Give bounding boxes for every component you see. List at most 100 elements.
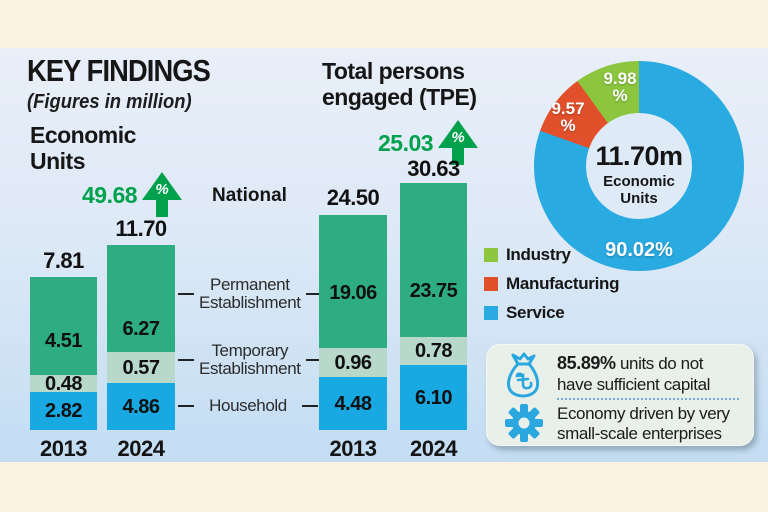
segment-value: 6.27 [122,317,160,340]
money-bag-icon [507,352,540,398]
dash-left [178,359,194,362]
dash-left [178,293,194,296]
dash-right [305,359,322,362]
national-label: National [212,185,287,206]
segment-value: 0.48 [45,372,82,395]
donut-hole [586,113,692,219]
legend-swatch-manufacturing [484,277,498,291]
segment-temporary: 0.78 [400,337,467,365]
donut-legend: Industry Manufacturing Service [484,245,620,323]
bar-tpe-2013: 19.06 0.96 4.48 [319,215,387,430]
growth-up-arrow-icon: % [438,120,479,166]
segment-household: 4.86 [107,383,175,430]
fact2-text-line1: Economy driven by very [557,404,730,423]
legend-label: Industry [506,245,571,264]
donut-center: 11.70m Economic Units [534,141,744,208]
segment-value: 4.51 [45,330,82,352]
segment-temporary: 0.57 [107,352,175,383]
arrow-head [142,172,183,200]
slice-label-service: 90.02% [605,239,673,261]
growth-value: 25.03 [378,129,434,156]
donut-center-label: Economic Units [603,173,675,207]
donut-chart: 11.70m Economic Units 9.98 % 9.57 % 90.0… [534,61,744,271]
fact1-text: units do not [615,354,704,373]
slice-label-industry: 9.98 % [592,70,648,104]
segment-value: 6.10 [415,386,452,409]
bar-economic-units-2013: 4.51 0.48 2.82 [30,277,97,430]
arrow-head [438,120,479,148]
economic-units-title: Economic Units [30,122,136,174]
growth-up-arrow-icon: % [142,172,183,218]
growth-value: 49.68 [82,181,138,208]
segment-label-temporary: Temporary Establishment [178,341,322,379]
main-panel: KEY FINDINGS (Figures in million) Econom… [0,48,768,462]
segment-permanent: 4.51 [30,277,97,375]
callout-fact-2: Economy driven by very small-scale enter… [557,404,730,445]
segment-temporary: 0.96 [319,348,387,377]
segment-permanent: 23.75 [400,183,467,337]
arrow-stem [452,147,465,165]
segment-value: 23.75 [409,280,458,302]
page-subtitle: (Figures in million) [27,91,192,113]
callout-box: 85.89% units do not have sufficient capi… [486,344,754,446]
bar-tpe-2024: 23.75 0.78 6.10 [400,183,467,430]
fact1-percentage: 85.89% [557,353,616,373]
dotted-divider [557,398,739,400]
bottom-band [0,462,768,512]
slice-pct: 9.57 [551,99,585,118]
segment-label-text: Temporary Establishment [199,341,301,379]
dash-left [178,405,194,407]
segment-value: 4.48 [334,392,372,415]
donut-center-value: 11.70m [595,141,683,171]
segment-label-household: Household [178,396,318,415]
slice-pct: 9.98 [603,69,637,88]
economic-units-growth: 49.68 % [82,172,183,218]
callout-fact-1: 85.89% units do not have sufficient capi… [557,353,710,395]
legend-item-service: Service [484,303,619,323]
segment-value: 0.57 [122,356,160,379]
bar-total-tpe-2013: 24.50 [326,185,380,210]
page-title: KEY FINDINGS [27,53,211,88]
legend-label: Service [506,303,565,322]
segment-permanent: 19.06 [319,215,387,348]
legend-item-manufacturing: Manufacturing [484,274,620,294]
year-label-tpe-2013: 2013 [329,436,377,461]
segment-household: 6.10 [400,365,467,430]
segment-permanent: 6.27 [107,245,175,352]
segment-label-text: Household [209,396,287,415]
legend-label: Manufacturing [506,274,620,293]
year-label-tpe-2024: 2024 [410,436,457,461]
segment-temporary: 0.48 [30,372,97,395]
tpe-growth: 25.03 % [378,120,479,166]
gear-icon [505,404,543,442]
legend-swatch-service [484,306,498,320]
bar-total-eu-2013: 7.81 [43,248,84,273]
dash-right [302,405,318,407]
bar-total-eu-2024: 11.70 [115,216,167,241]
year-label-eu-2024: 2024 [117,436,165,461]
bar-economic-units-2024: 6.27 0.57 4.86 [107,245,175,430]
fact2-text-line2: small-scale enterprises [557,424,722,444]
growth-unit: % [155,181,169,198]
segment-value: 4.86 [122,395,160,418]
top-band [0,0,768,48]
segment-label-text: Permanent Establishment [199,275,301,313]
arrow-stem [156,199,169,217]
segment-household: 4.48 [319,377,387,430]
year-label-eu-2013: 2013 [40,436,87,461]
slice-pct-unit: % [560,116,576,135]
legend-swatch-industry [484,248,498,262]
slice-pct-unit: % [612,86,628,105]
legend-item-industry: Industry [484,245,619,265]
segment-value: 0.78 [415,340,452,362]
segment-value: 19.06 [329,282,377,304]
growth-unit: % [451,129,465,146]
segment-value: 0.96 [334,351,372,374]
bar-total-tpe-2024: 30.63 [407,156,460,181]
segment-label-permanent: Permanent Establishment [178,275,322,313]
fact1-text-line2: have sufficient capital [557,374,711,394]
segment-value: 2.82 [45,400,82,422]
tpe-title: Total persons engaged (TPE) [322,58,477,110]
slice-label-manufacturing: 9.57 % [540,100,596,134]
